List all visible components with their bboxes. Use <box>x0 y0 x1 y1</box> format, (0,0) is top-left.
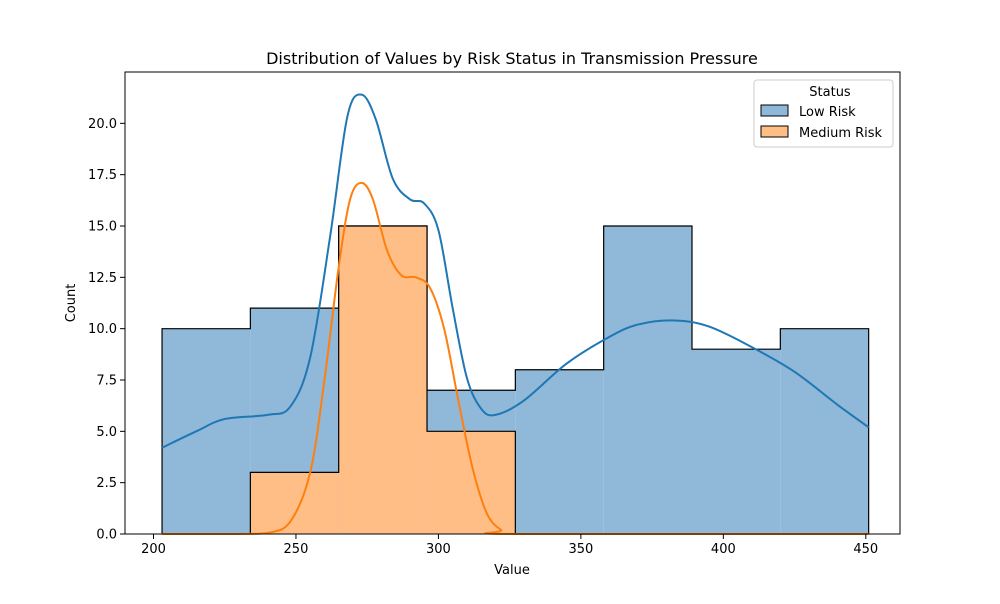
plot-frame <box>124 71 901 535</box>
legend-label-low-risk: Low Risk <box>799 105 856 120</box>
y-axis-ticks: 0.0 2.5 5.0 7.5 10.0 12.5 15.0 17.5 20.0 <box>88 117 125 543</box>
bar-medium-risk <box>250 472 339 534</box>
x-axis-ticks: 200 250 300 350 400 450 <box>141 534 878 557</box>
kde-curve-low-risk <box>161 93 870 449</box>
legend-swatch-medium-risk <box>760 125 789 138</box>
bar-low-risk <box>162 328 251 534</box>
bar-low-risk <box>603 226 693 534</box>
x-tick-label: 400 <box>711 542 736 557</box>
y-tick-label: 0.0 <box>96 528 117 543</box>
kde-curves <box>161 93 870 536</box>
y-tick-label: 7.5 <box>96 374 117 389</box>
bar-low-risk <box>692 349 781 534</box>
bar-medium-risk <box>427 431 516 534</box>
x-axis-label: Value <box>494 563 530 578</box>
y-tick-label: 20.0 <box>88 117 117 132</box>
y-tick-label: 5.0 <box>96 425 117 440</box>
chart-title: Distribution of Values by Risk Status in… <box>266 49 758 68</box>
x-tick-label: 350 <box>568 542 593 557</box>
step-outline-medium-risk <box>249 225 516 534</box>
legend-swatch-low-risk <box>760 104 789 117</box>
y-tick-label: 12.5 <box>88 271 117 286</box>
plot-area <box>161 225 870 534</box>
x-tick-label: 250 <box>284 542 309 557</box>
y-tick-label: 2.5 <box>96 476 117 491</box>
bar-low-risk <box>780 328 869 534</box>
y-tick-label: 17.5 <box>88 168 117 183</box>
legend-label-medium-risk: Medium Risk <box>799 126 883 141</box>
y-axis-label: Count <box>64 284 79 323</box>
bar-low-risk <box>515 369 604 534</box>
bar-medium-risk <box>338 226 428 534</box>
x-tick-label: 200 <box>141 542 166 557</box>
kde-curve-medium-risk <box>162 181 869 536</box>
x-tick-label: 450 <box>853 542 878 557</box>
legend-title: Status <box>809 85 851 100</box>
x-tick-label: 300 <box>426 542 451 557</box>
y-tick-label: 10.0 <box>88 322 117 337</box>
step-outline-low-risk <box>161 225 870 534</box>
y-tick-label: 15.0 <box>88 220 117 235</box>
legend: Status Low Risk Medium Risk <box>753 79 894 148</box>
legend-box <box>753 79 894 148</box>
